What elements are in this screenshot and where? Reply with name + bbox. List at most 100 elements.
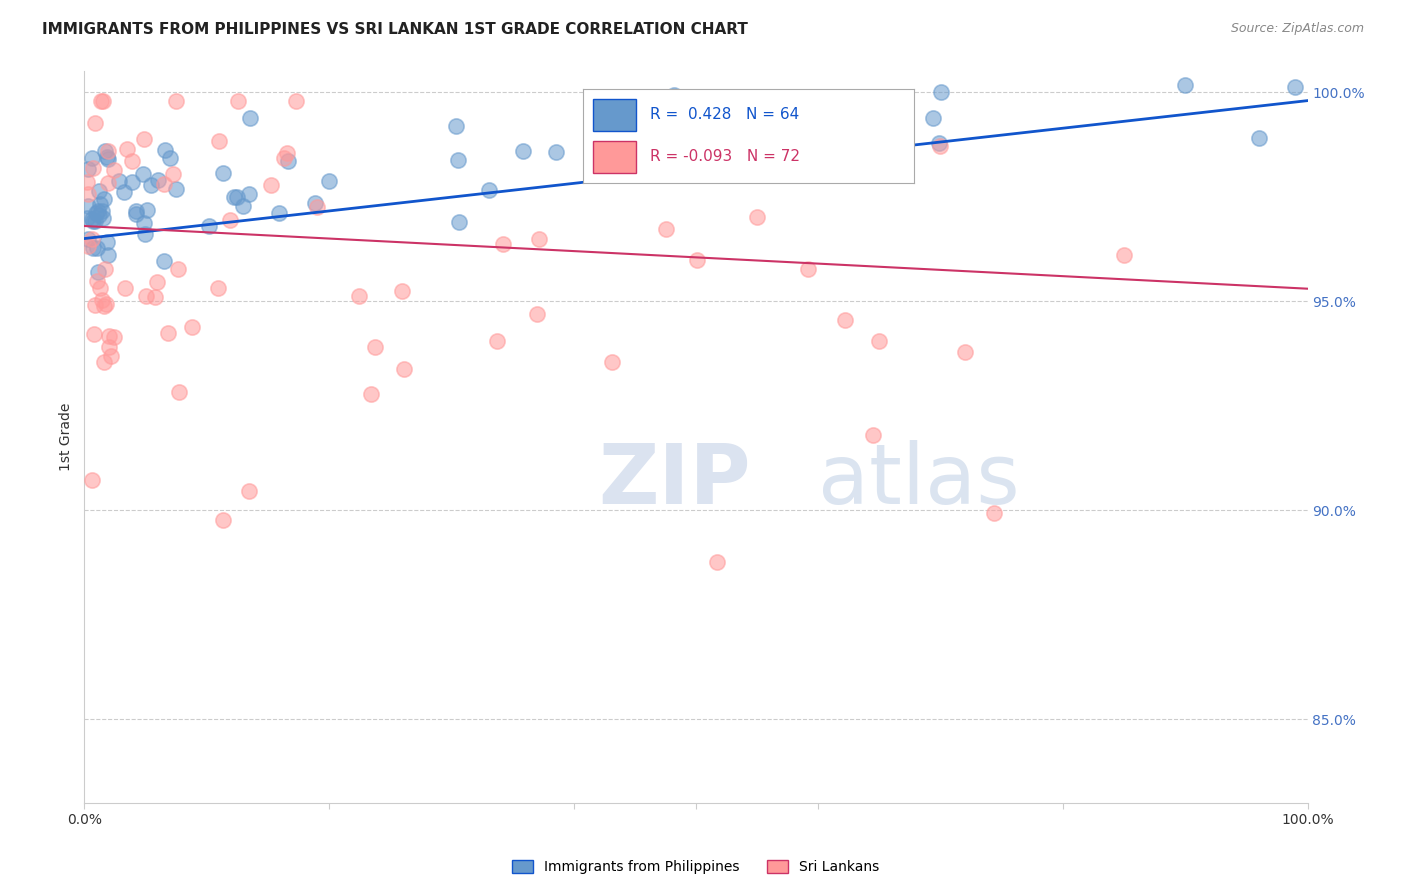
Point — [1114, 248, 1136, 262]
Point — [207, 281, 229, 295]
Point — [318, 173, 340, 187]
Point — [135, 288, 157, 302]
Point — [91, 94, 114, 108]
Point — [706, 555, 728, 569]
Point — [146, 173, 169, 187]
Point — [114, 281, 136, 295]
Point — [226, 94, 249, 108]
Point — [834, 313, 856, 327]
Point — [444, 119, 467, 133]
Point — [512, 144, 534, 158]
Text: IMMIGRANTS FROM PHILIPPINES VS SRI LANKAN 1ST GRADE CORRELATION CHART: IMMIGRANTS FROM PHILIPPINES VS SRI LANKA… — [42, 22, 748, 37]
Point — [76, 175, 98, 189]
Point — [1247, 131, 1270, 145]
Point — [953, 345, 976, 359]
Point — [100, 349, 122, 363]
Point — [391, 285, 413, 299]
Point — [167, 262, 190, 277]
Point — [211, 166, 233, 180]
Point — [77, 161, 100, 176]
Point — [87, 208, 110, 222]
Point — [115, 142, 138, 156]
Point — [84, 214, 107, 228]
Point — [124, 207, 146, 221]
Point — [82, 161, 104, 176]
Text: Source: ZipAtlas.com: Source: ZipAtlas.com — [1230, 22, 1364, 36]
Point — [232, 198, 254, 212]
Legend: Immigrants from Philippines, Sri Lankans: Immigrants from Philippines, Sri Lankans — [506, 855, 886, 880]
Text: R = -0.093   N = 72: R = -0.093 N = 72 — [650, 149, 800, 164]
Point — [97, 144, 120, 158]
Point — [87, 184, 110, 198]
Point — [90, 94, 112, 108]
Point — [90, 203, 112, 218]
Point — [664, 88, 686, 103]
Point — [655, 221, 678, 235]
Point — [527, 232, 550, 246]
Point — [492, 237, 515, 252]
Point — [146, 275, 169, 289]
Point — [86, 274, 108, 288]
Point — [284, 94, 307, 108]
Point — [159, 151, 181, 165]
Point — [921, 111, 943, 125]
Point — [686, 252, 709, 267]
Point — [77, 198, 100, 212]
Point — [76, 211, 98, 226]
Point — [392, 362, 415, 376]
Point — [107, 174, 129, 188]
Point — [93, 299, 115, 313]
Point — [526, 307, 548, 321]
Bar — [593, 141, 637, 173]
Point — [98, 340, 121, 354]
Point — [82, 214, 104, 228]
Point — [600, 355, 623, 369]
Point — [87, 265, 110, 279]
Point — [121, 175, 143, 189]
Point — [181, 319, 204, 334]
Point — [238, 483, 260, 498]
Point — [212, 513, 235, 527]
Point — [83, 326, 105, 341]
Point — [143, 290, 166, 304]
Point — [276, 145, 298, 160]
Point — [84, 298, 107, 312]
Point — [89, 280, 111, 294]
Point — [80, 232, 103, 246]
Point — [347, 289, 370, 303]
Point — [238, 186, 260, 201]
Point — [447, 153, 470, 168]
Point — [132, 216, 155, 230]
Point — [929, 85, 952, 99]
Point — [139, 178, 162, 192]
Text: ZIP: ZIP — [598, 441, 751, 522]
Point — [96, 235, 118, 250]
Point — [86, 241, 108, 255]
Point — [97, 152, 120, 166]
Point — [103, 162, 125, 177]
Point — [928, 136, 950, 150]
Point — [848, 137, 870, 152]
Point — [76, 239, 98, 253]
Point — [218, 213, 240, 227]
Point — [94, 261, 117, 276]
Point — [136, 202, 159, 217]
Point — [121, 153, 143, 168]
Point — [93, 192, 115, 206]
Point — [167, 385, 190, 400]
Point — [544, 145, 567, 159]
Point — [239, 111, 262, 125]
Point — [97, 176, 120, 190]
Point — [197, 219, 219, 234]
Point — [90, 293, 112, 307]
Point — [155, 144, 177, 158]
Point — [112, 185, 135, 199]
Point — [86, 205, 108, 219]
Point — [277, 153, 299, 168]
Point — [82, 241, 104, 255]
Point — [304, 196, 326, 211]
Point — [222, 190, 245, 204]
Point — [97, 248, 120, 262]
Point — [449, 214, 471, 228]
Point — [125, 203, 148, 218]
